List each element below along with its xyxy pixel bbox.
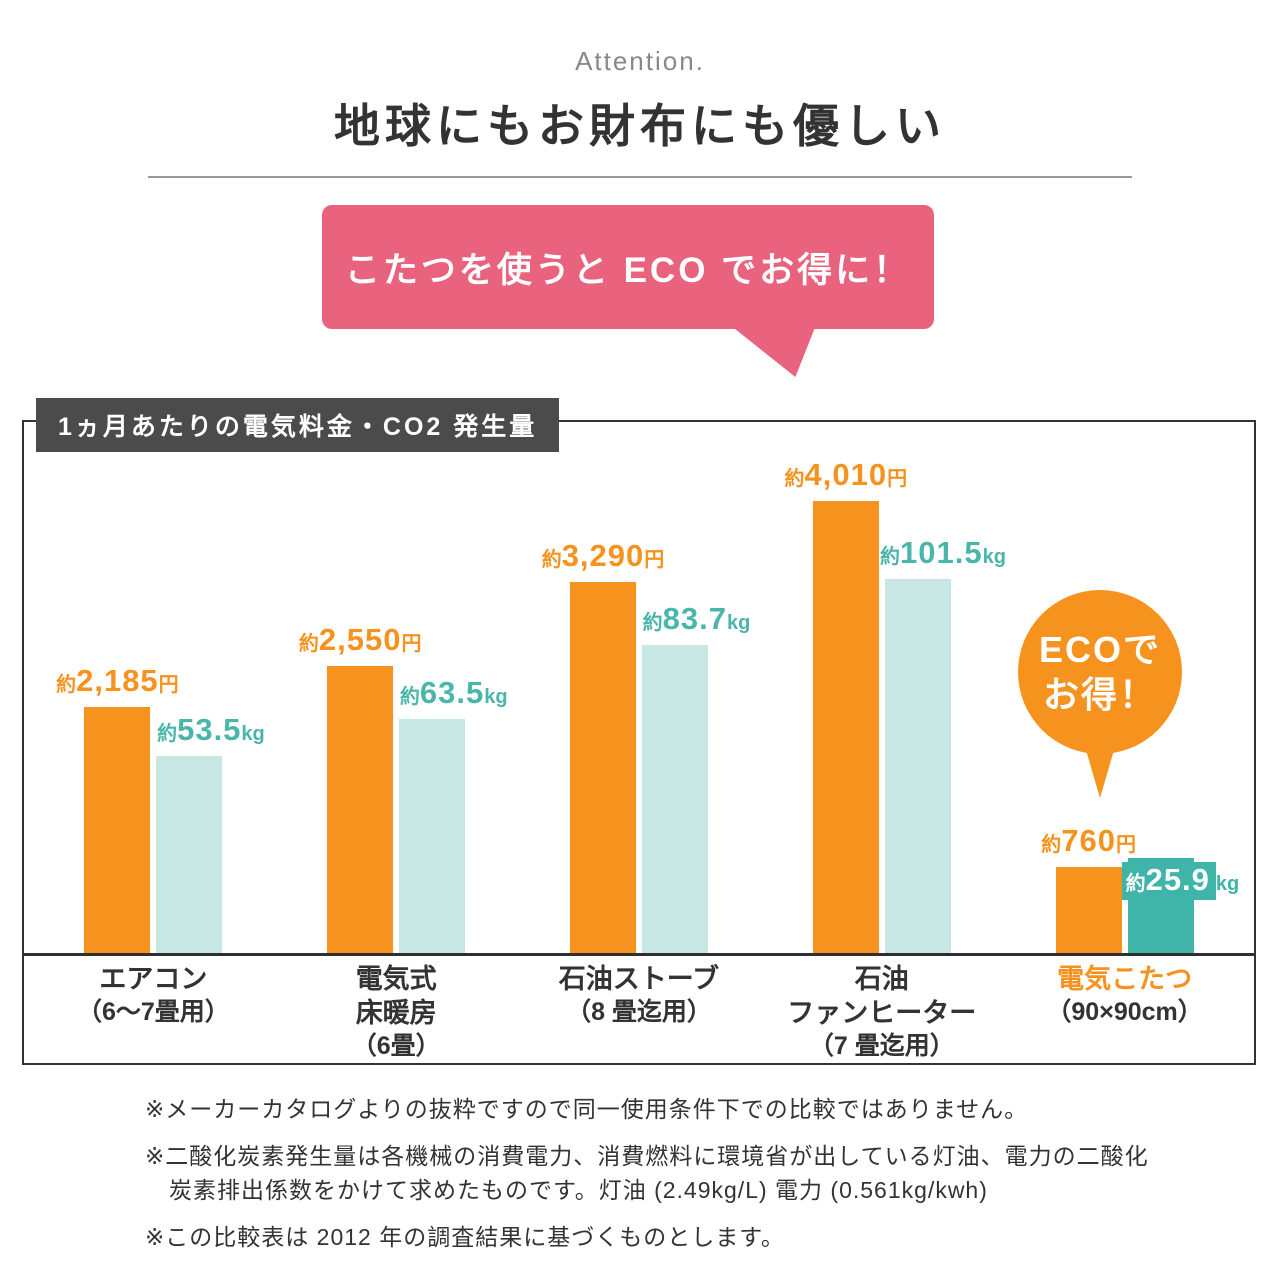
eco-badge-line1: ECOで bbox=[1038, 629, 1161, 670]
cost-bar: 約3,290円 bbox=[542, 538, 664, 953]
bar-pair: 約2,550円約63.5kg bbox=[275, 422, 518, 953]
category-sub: （6〜7畳用） bbox=[76, 997, 230, 1026]
bar-group: 約2,185円約53.5kg エアコン （6〜7畳用） bbox=[32, 422, 275, 1063]
cost-bar: 約2,185円 bbox=[56, 663, 179, 953]
category-name: 石油ストーブ bbox=[558, 964, 720, 994]
co2-bar: 約25.9 kg bbox=[1121, 858, 1239, 953]
comparison-chart: 1ヵ月あたりの電気料金・CO2 発生量 約2,185円約53.5kg エアコン （6… bbox=[22, 398, 1256, 1065]
co2-bar: 約63.5kg bbox=[399, 675, 508, 953]
co2-bar: 約83.7kg bbox=[641, 601, 750, 953]
bar-group: 約4,010円約101.5kg 石油 ファンヒーター （7 畳迄用） bbox=[760, 422, 1006, 1063]
category-sub: （90×90cm） bbox=[1046, 997, 1203, 1026]
bar-pair: 約760円約25.9 kg bbox=[1003, 422, 1246, 953]
co2-bar: 約53.5kg bbox=[156, 712, 265, 953]
co2-value-label: 約101.5kg bbox=[880, 535, 1006, 570]
category-label: エアコン （6〜7畳用） bbox=[32, 953, 275, 1028]
footnotes: ※メーカーカタログよりの抜粋ですので同一使用条件下での比較ではありません。 ※二… bbox=[145, 1092, 1185, 1266]
co2-value-label: 約53.5kg bbox=[157, 712, 265, 747]
title-divider bbox=[148, 176, 1132, 178]
eco-badge-tail bbox=[1086, 750, 1114, 798]
page-title: 地球にもお財布にも優しい bbox=[334, 100, 946, 152]
bar-group: 約2,550円約63.5kg 電気式 床暖房 （6畳） bbox=[275, 422, 518, 1063]
co2-value-label: 約83.7kg bbox=[642, 601, 751, 636]
category-label: 石油 ファンヒーター （7 畳迄用） bbox=[760, 953, 1003, 1062]
category-label: 電気こたつ （90×90cm） bbox=[1003, 953, 1246, 1028]
category-label: 電気式 床暖房 （6畳） bbox=[275, 953, 518, 1062]
co2-value-label: 約63.5kg bbox=[399, 675, 508, 710]
co2-value-label: 約25.9 kg bbox=[1121, 862, 1239, 900]
category-name: 電気こたつ bbox=[1057, 964, 1193, 994]
eco-badge-line2: お得！ bbox=[1042, 674, 1157, 715]
x-axis-line bbox=[24, 953, 1254, 956]
cost-value-label: 約3,290円 bbox=[541, 538, 665, 573]
speech-bubble-text: こたつを使うと ECO でお得に！ bbox=[344, 250, 912, 290]
cost-value-label: 約4,010円 bbox=[784, 457, 908, 492]
category-label: 石油ストーブ （8 畳迄用） bbox=[518, 953, 761, 1028]
speech-bubble: こたつを使うと ECO でお得に！ bbox=[322, 205, 934, 377]
category-sub: （6畳） bbox=[351, 1031, 441, 1060]
cost-bar: 約4,010円 bbox=[784, 457, 907, 953]
eco-badge: ECOで お得！ bbox=[1018, 590, 1182, 754]
eyebrow-text: Attention. bbox=[575, 46, 705, 76]
cost-value-label: 約2,185円 bbox=[56, 663, 179, 698]
category-sub: （7 畳迄用） bbox=[808, 1031, 955, 1060]
cost-value-label: 約760円 bbox=[1041, 823, 1136, 858]
category-sub: （8 畳迄用） bbox=[566, 997, 712, 1026]
category-name: 石油 ファンヒーター bbox=[787, 964, 977, 1028]
footnote: ※二酸化炭素発生量は各機械の消費電力、消費燃料に環境省が出している灯油、電力の二… bbox=[145, 1142, 1149, 1204]
bar-group: 約760円約25.9 kg 電気こたつ （90×90cm） bbox=[1003, 422, 1246, 1063]
speech-bubble-tail bbox=[730, 325, 816, 377]
chart-title-label: 1ヵ月あたりの電気料金・CO2 発生量 bbox=[36, 398, 560, 452]
footnote: ※メーカーカタログよりの抜粋ですので同一使用条件下での比較ではありません。 bbox=[145, 1096, 1029, 1122]
footnote: ※この比較表は 2012 年の調査結果に基づくものとします。 bbox=[145, 1223, 785, 1250]
bar-group: 約3,290円約83.7kg 石油ストーブ （8 畳迄用） bbox=[518, 422, 761, 1063]
bar-pair: 約3,290円約83.7kg bbox=[518, 422, 761, 953]
chart-groups: 約2,185円 約53.5kg エアコン （6〜7畳用） 約2,550円 約63.5kg 電… bbox=[24, 422, 1254, 1063]
category-name: エアコン bbox=[99, 964, 208, 994]
cost-bar: 約2,550円 bbox=[299, 622, 421, 953]
bar-pair: 約4,010円約101.5kg bbox=[760, 422, 1006, 953]
co2-bar: 約101.5kg bbox=[880, 535, 1006, 953]
cost-value-label: 約2,550円 bbox=[298, 622, 422, 657]
bar-pair: 約2,185円約53.5kg bbox=[32, 422, 275, 953]
cost-bar: 約760円 bbox=[1041, 823, 1136, 953]
category-name: 電気式 床暖房 bbox=[355, 964, 437, 1028]
